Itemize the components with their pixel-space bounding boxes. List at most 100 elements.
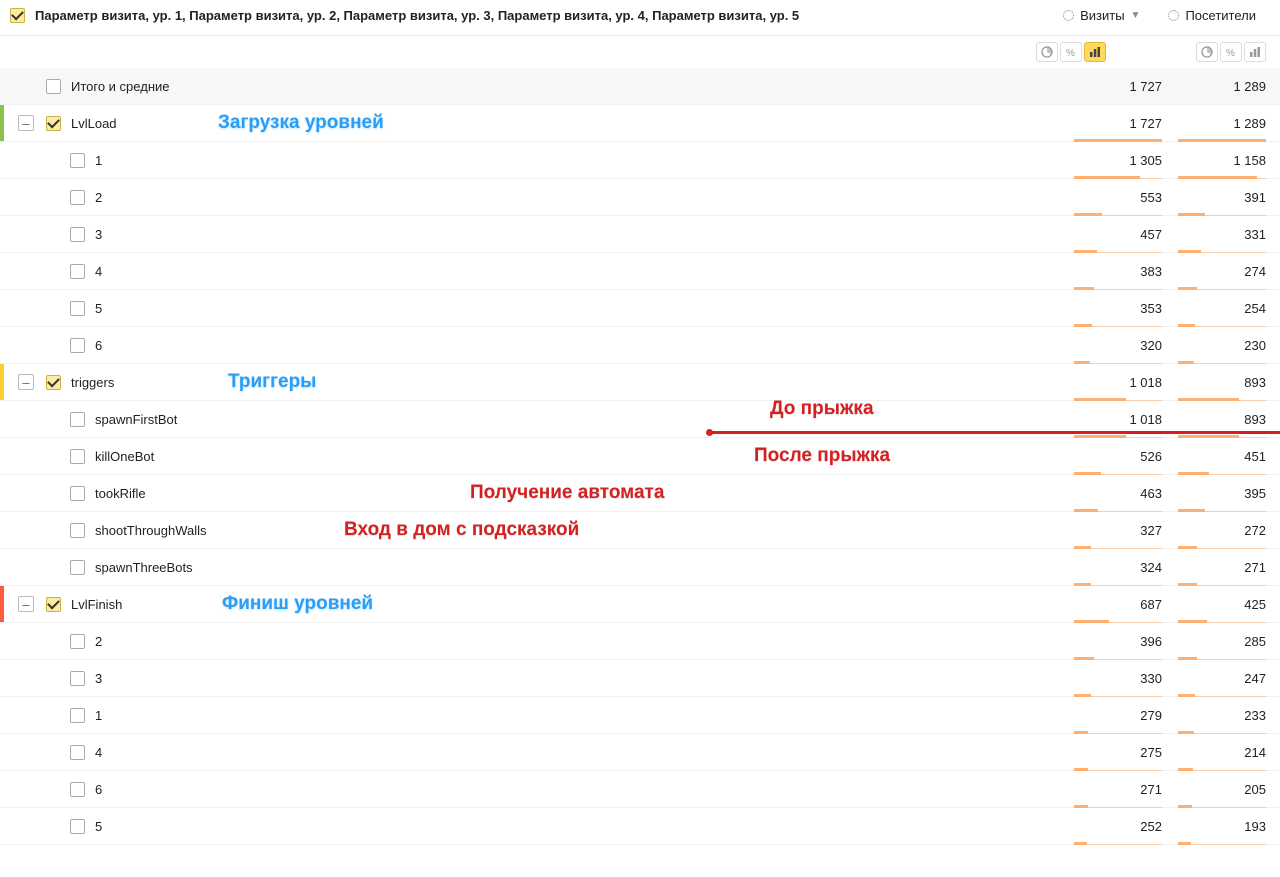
metric-tab-visits[interactable]: Визиты ▼ <box>1063 8 1140 23</box>
value-columns: 353254 <box>1072 290 1280 326</box>
table-row[interactable]: spawnFirstBotДо прыжка1 018893 <box>0 401 1280 438</box>
value-columns: 1 3051 158 <box>1072 142 1280 178</box>
table-row[interactable]: 3330 247 <box>0 660 1280 697</box>
cell-value: 1 289 <box>1233 79 1266 94</box>
col-visitors: 451 <box>1176 438 1280 474</box>
row-label: 3 <box>95 671 1072 686</box>
row-checkbox[interactable] <box>70 523 85 538</box>
table-row[interactable]: 6320230 <box>0 327 1280 364</box>
table-row[interactable]: 2553391 <box>0 179 1280 216</box>
group-row[interactable]: –LvlLoadЗагрузка уровней1 7271 289 <box>0 105 1280 142</box>
table-row[interactable]: tookRifleПолучение автомата463395 <box>0 475 1280 512</box>
col-visitors: 271 <box>1176 549 1280 585</box>
table-row[interactable]: shootThroughWallsВход в дом с подсказкой… <box>0 512 1280 549</box>
row-label: spawnThreeBots <box>95 560 1072 575</box>
value-columns: 330 247 <box>1072 660 1280 696</box>
row-checkbox[interactable] <box>70 264 85 279</box>
cell-value: 1 289 <box>1233 116 1266 131</box>
col-visitors: 285 <box>1176 623 1280 659</box>
table-row[interactable]: killOneBotПосле прыжка526451 <box>0 438 1280 475</box>
chevron-down-icon: ▼ <box>1131 10 1141 21</box>
table-row[interactable]: 4383274 <box>0 253 1280 290</box>
table-row[interactable]: 5353254 <box>0 290 1280 327</box>
col-visits: 327 <box>1072 512 1176 548</box>
cell-value: 274 <box>1244 264 1266 279</box>
row-checkbox[interactable] <box>70 560 85 575</box>
metric-tab-visitors[interactable]: Посетители <box>1168 8 1256 23</box>
table-row[interactable]: 1279233 <box>0 697 1280 734</box>
row-checkbox[interactable] <box>70 227 85 242</box>
col-visitors: 331 <box>1176 216 1280 252</box>
row-checkbox[interactable] <box>46 79 61 94</box>
bars-icon[interactable] <box>1244 42 1266 62</box>
row-checkbox[interactable] <box>70 338 85 353</box>
row-checkbox[interactable] <box>46 597 61 612</box>
percent-icon[interactable]: % <box>1060 42 1082 62</box>
value-columns: 327 272 <box>1072 512 1280 548</box>
row-checkbox[interactable] <box>70 819 85 834</box>
group-row[interactable]: –LvlFinishФиниш уровней687425 <box>0 586 1280 623</box>
percent-icon[interactable]: % <box>1220 42 1242 62</box>
cell-value: 331 <box>1244 227 1266 242</box>
collapse-toggle[interactable]: – <box>18 596 34 612</box>
row-checkbox[interactable] <box>70 486 85 501</box>
row-checkbox[interactable] <box>70 782 85 797</box>
row-checkbox[interactable] <box>70 449 85 464</box>
row-label: 2 <box>95 190 1072 205</box>
total-row[interactable]: Итого и средние1 7271 289 <box>0 68 1280 105</box>
row-checkbox[interactable] <box>70 708 85 723</box>
bars-icon[interactable] <box>1084 42 1106 62</box>
collapse-toggle[interactable]: – <box>18 115 34 131</box>
table-row[interactable]: 5252193 <box>0 808 1280 845</box>
row-checkbox[interactable] <box>70 671 85 686</box>
col-visitors: 1 289 <box>1176 105 1280 141</box>
value-columns: 553391 <box>1072 179 1280 215</box>
col-visitors: 233 <box>1176 697 1280 733</box>
cell-value: 526 <box>1140 449 1162 464</box>
table-row[interactable]: 6271205 <box>0 771 1280 808</box>
table-row[interactable]: spawnThreeBots324 271 <box>0 549 1280 586</box>
row-label: 4 <box>95 264 1072 279</box>
col-visitors: 272 <box>1176 512 1280 548</box>
row-checkbox[interactable] <box>70 153 85 168</box>
col-visits: 324 <box>1072 549 1176 585</box>
cell-value: 271 <box>1244 560 1266 575</box>
table-row[interactable]: 4275214 <box>0 734 1280 771</box>
table-row[interactable]: 2396285 <box>0 623 1280 660</box>
header-title: Параметр визита, ур. 1, Параметр визита,… <box>35 8 1063 23</box>
value-columns: 252193 <box>1072 808 1280 844</box>
cell-value: 279 <box>1140 708 1162 723</box>
col-visitors: 1 289 <box>1176 68 1280 104</box>
col-visitors: 274 <box>1176 253 1280 289</box>
cell-value: 893 <box>1244 375 1266 390</box>
col-visits: 320 <box>1072 327 1176 363</box>
row-checkbox[interactable] <box>70 190 85 205</box>
row-checkbox[interactable] <box>70 301 85 316</box>
row-checkbox[interactable] <box>70 412 85 427</box>
cell-value: 327 <box>1140 523 1162 538</box>
header-checkbox[interactable] <box>10 8 25 23</box>
cell-value: 272 <box>1244 523 1266 538</box>
col-visitors: 395 <box>1176 475 1280 511</box>
row-checkbox[interactable] <box>70 634 85 649</box>
pie-icon[interactable] <box>1196 42 1218 62</box>
col-visitors: 425 <box>1176 586 1280 622</box>
row-checkbox[interactable] <box>46 375 61 390</box>
col-visits: 252 <box>1072 808 1176 844</box>
col-visits: 353 <box>1072 290 1176 326</box>
cell-value: 233 <box>1244 708 1266 723</box>
collapse-toggle[interactable]: – <box>18 374 34 390</box>
color-marker <box>0 105 4 141</box>
col-visits: 330 <box>1072 660 1176 696</box>
row-checkbox[interactable] <box>70 745 85 760</box>
table-row[interactable]: 11 3051 158 <box>0 142 1280 179</box>
cell-value: 247 <box>1244 671 1266 686</box>
cell-value: 1 018 <box>1129 412 1162 427</box>
row-checkbox[interactable] <box>46 116 61 131</box>
pie-icon[interactable] <box>1036 42 1058 62</box>
value-columns: 320230 <box>1072 327 1280 363</box>
group-row[interactable]: –triggersТриггеры1 018893 <box>0 364 1280 401</box>
table-row[interactable]: 3457331 <box>0 216 1280 253</box>
cell-value: 395 <box>1244 486 1266 501</box>
col-visits: 1 727 <box>1072 68 1176 104</box>
